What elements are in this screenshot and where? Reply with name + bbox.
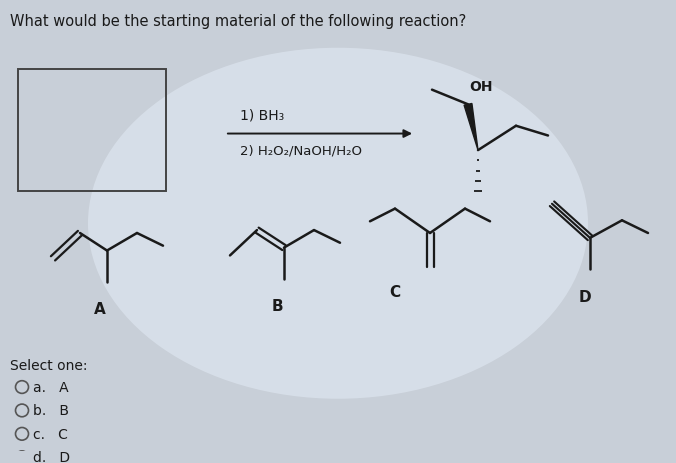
- Text: b.   B: b. B: [33, 404, 69, 418]
- Text: C: C: [389, 284, 401, 299]
- Text: a.   A: a. A: [33, 380, 69, 394]
- Polygon shape: [464, 104, 478, 151]
- Text: OH: OH: [469, 80, 493, 94]
- Text: A: A: [94, 301, 106, 317]
- Text: D: D: [579, 289, 592, 304]
- Text: Select one:: Select one:: [10, 358, 87, 372]
- Text: c.   C: c. C: [33, 427, 68, 441]
- Bar: [18, 70, 166, 192]
- Text: What would be the starting material of the following reaction?: What would be the starting material of t…: [10, 13, 466, 29]
- Text: 2) H₂O₂/NaOH/H₂O: 2) H₂O₂/NaOH/H₂O: [240, 144, 362, 157]
- Text: d.   D: d. D: [33, 450, 70, 463]
- Text: B: B: [271, 299, 283, 313]
- Text: 1) BH₃: 1) BH₃: [240, 109, 284, 123]
- Ellipse shape: [88, 49, 588, 399]
